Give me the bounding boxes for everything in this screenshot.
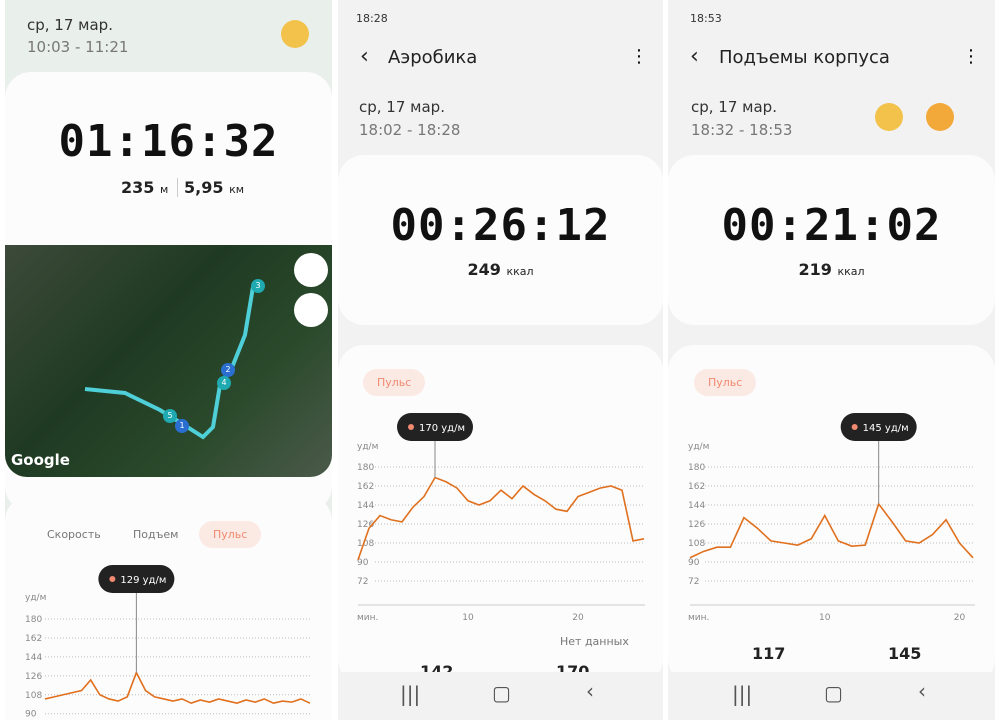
map-marker: 1 [175,419,189,433]
stat: 219 ккал [668,260,995,279]
stat: 249 ккал [338,260,663,279]
stat-value: 249 [467,260,501,279]
time: 10:03 - 11:21 [27,38,129,56]
nav-bar: ||| ▢ ‹ [338,672,663,720]
tab[interactable]: Подъем [133,528,179,541]
tab[interactable]: Пульс [694,369,757,396]
date: ср, 17 мар. [691,98,777,116]
duration: 00:21:02 [721,200,942,251]
stat-unit: ккал [506,265,534,278]
stat: 5,95 км [177,178,244,197]
menu-button[interactable]: ⋮ [630,46,648,67]
trophy-icon [875,103,903,131]
stat-value: 235 [121,178,155,197]
stat-unit: м [159,183,169,196]
tab[interactable]: Пульс [363,369,426,396]
stat: 235 м [121,178,168,197]
route [84,286,255,440]
trophy-icon [926,103,954,131]
duration: 01:16:32 [58,116,279,167]
tab[interactable]: Пульс [199,521,262,548]
panel: ср, 17 мар. 10:03 - 11:21 01:16:32 235 м… [5,0,332,720]
stat-unit: км [229,183,245,196]
tab[interactable]: Скорость [47,528,101,541]
date: ср, 17 мар. [27,16,113,34]
summary: 145 [888,644,922,663]
map[interactable]: Google 3 2 4 5 1 [5,245,332,477]
status-time: 18:53 [690,12,722,25]
map-attribution: Google [11,451,70,469]
duration: 00:26:12 [390,200,611,251]
panel: 18:53 ‹ Подъемы корпуса ⋮ ср, 17 мар. 18… [668,0,995,720]
map-marker: 3 [251,279,265,293]
nav-bar: ||| ▢ ‹ [668,672,995,720]
map-marker: 5 [163,409,177,423]
menu-button[interactable]: ⋮ [962,46,980,67]
expand-button[interactable] [294,253,328,287]
stat-unit: ккал [837,265,865,278]
stat-value: 5,95 [184,178,224,197]
time: 18:02 - 18:28 [359,121,461,139]
back-button[interactable]: ‹ [360,44,369,69]
trophy-icon [281,20,309,48]
summary: 117 [752,644,786,663]
map-marker: 2 [221,363,235,377]
layers-button[interactable] [294,293,328,327]
panel: 18:28 ‹ Аэробика ⋮ ср, 17 мар. 18:02 - 1… [338,0,663,720]
status-time: 18:28 [356,12,388,25]
screen-title: Подъемы корпуса [719,47,890,68]
back-button[interactable]: ‹ [690,44,699,69]
screen-title: Аэробика [388,47,478,68]
no-data-link[interactable]: Нет данных [560,635,629,648]
date: ср, 17 мар. [359,98,445,116]
map-marker: 4 [217,376,231,390]
stat-value: 219 [798,260,832,279]
time: 18:32 - 18:53 [691,121,793,139]
